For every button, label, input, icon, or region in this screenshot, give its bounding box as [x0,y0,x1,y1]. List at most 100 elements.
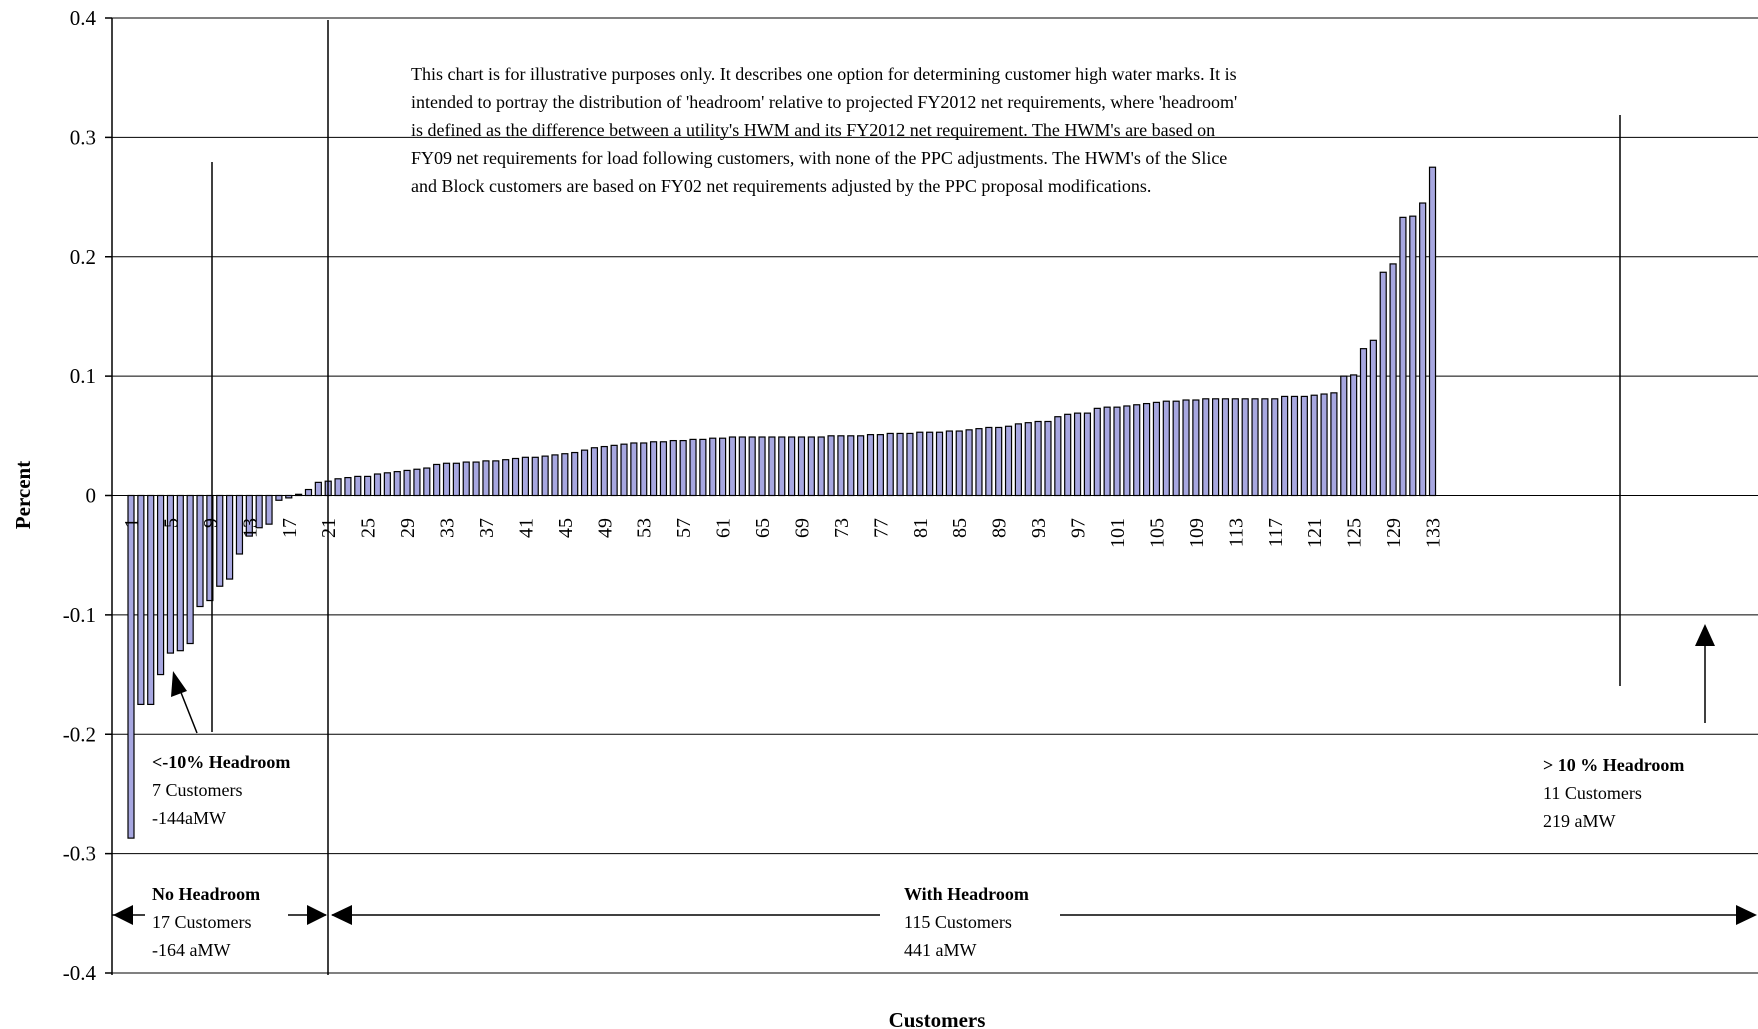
bar-customer-48 [590,447,599,497]
x-tick-label: 53 [634,518,656,538]
x-tick-label: 129 [1383,518,1405,548]
bar-customer-50 [610,444,618,497]
bar-customer-35 [462,461,470,497]
bar-customer-74 [847,435,855,497]
bar-customer-83 [935,431,944,497]
bar-customer-101 [1113,406,1121,497]
bar-customer-95 [1054,416,1062,497]
x-tick-label: 77 [870,518,892,538]
y-tick-label: -0.1 [63,603,96,627]
bar-customer-42 [531,456,539,497]
with-headroom-title: With Headroom [904,884,1029,904]
bar-customer-8 [196,494,204,608]
bar-customer-65 [758,436,766,497]
bar-customer-45 [561,453,569,497]
bar-customer-90 [1004,425,1013,497]
bar-customer-11 [226,494,234,580]
bar-customer-100 [1103,406,1111,497]
bar-customer-71 [817,436,825,497]
bar-customer-128 [1379,271,1387,497]
bar-customer-122 [1320,393,1328,497]
x-tick-label: 17 [279,518,301,538]
x-tick-label: 133 [1423,518,1445,548]
x-tick-label: 121 [1304,518,1326,548]
bar-customer-133 [1428,166,1437,497]
x-tick-label: 105 [1146,518,1168,548]
high-headroom-arrow [1695,624,1715,723]
no-headroom-span: No Headroom 17 Customers -164 aMW [112,884,327,960]
bar-customer-79 [896,432,904,497]
bar-customer-9 [206,494,214,602]
bar-customer-17 [285,494,293,499]
bar-customer-1 [127,494,135,839]
bar-customer-126 [1359,348,1368,497]
bar-customer-98 [1083,412,1092,497]
bar-customer-89 [995,426,1003,497]
bar-customer-39 [502,459,510,497]
bar-customer-116 [1261,398,1269,497]
x-tick-label: 45 [555,518,577,538]
bars [127,166,1437,839]
y-tick-label: -0.3 [63,842,96,866]
bar-customer-82 [926,431,934,497]
no-headroom-amount: -164 aMW [152,940,230,960]
x-tick-label: 85 [949,518,971,538]
x-tick-label: 117 [1265,518,1287,547]
bar-customer-49 [600,445,608,497]
bar-customer-24 [354,475,362,497]
bar-customer-41 [521,456,530,497]
bar-customer-78 [886,432,894,497]
gridlines [105,17,1758,974]
bar-customer-97 [1073,412,1082,497]
illustrative-note: This chart is for illustrative purposes … [411,64,1237,196]
bar-customer-25 [364,475,372,497]
x-tick-label: 5 [160,518,182,528]
bar-customer-70 [807,436,815,497]
bar-customer-16 [275,494,283,501]
bar-customer-121 [1310,394,1318,497]
bar-customer-119 [1290,395,1299,497]
bar-customer-33 [442,462,451,497]
bar-customer-130 [1399,216,1407,497]
bar-customer-109 [1192,399,1200,497]
bar-customer-96 [1064,413,1072,497]
with-headroom-span: With Headroom 115 Customers 441 aMW [331,884,1757,960]
x-tick-label: 21 [318,518,340,538]
note-line-4: FY09 net requirements for load following… [411,148,1227,168]
bar-customer-53 [640,442,648,497]
note-line-2: intended to portray the distribution of … [411,92,1237,112]
x-tick-label: 33 [437,518,459,538]
bar-customer-113 [1231,398,1239,497]
note-line-5: and Block customers are based on FY02 ne… [411,176,1151,196]
note-line-3: is defined as the difference between a u… [411,120,1215,140]
bar-customer-18 [295,493,303,497]
with-headroom-customers: 115 Customers [904,912,1012,932]
x-tick-label: 101 [1107,518,1129,548]
bar-customer-87 [975,428,983,497]
bar-customer-108 [1182,399,1190,497]
bar-customer-40 [511,457,520,497]
low-headroom-title: <-10% Headroom [152,752,290,772]
bar-customer-34 [452,462,460,497]
bar-customer-110 [1202,398,1210,497]
bar-customer-20 [314,481,322,497]
high-headroom-amount: 219 aMW [1543,811,1615,831]
bar-customer-14 [255,494,263,529]
y-axis-label: Percent [11,461,35,529]
bar-customer-23 [344,476,352,497]
bar-customer-22 [334,478,342,497]
bar-customer-102 [1123,405,1131,497]
bar-customer-4 [156,494,165,676]
bar-customer-62 [728,436,737,497]
bar-customer-61 [718,437,727,497]
bar-customer-76 [866,434,875,497]
bar-customer-132 [1419,202,1427,497]
bar-customer-73 [837,435,845,497]
bar-customer-72 [827,435,835,497]
bar-customer-69 [797,436,806,497]
bar-customer-104 [1142,402,1151,497]
bar-customer-88 [985,426,993,497]
bar-customer-27 [383,472,391,497]
x-tick-label: 113 [1225,518,1247,547]
